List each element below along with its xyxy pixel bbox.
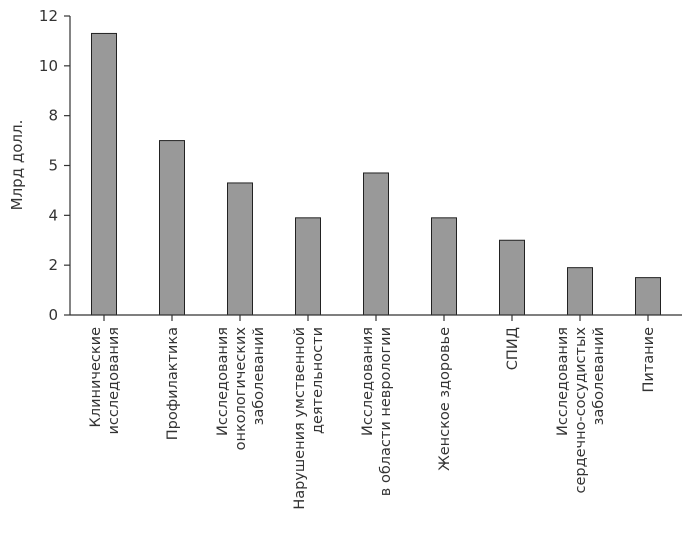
category-label-line: деятельности	[310, 327, 326, 434]
category-label: Нарушения умственной деятельности	[292, 327, 326, 510]
category-label-line: Женское здоровье	[437, 327, 453, 471]
category-label-line: онкологических	[233, 327, 249, 451]
category-label-line: заболеваний	[251, 327, 267, 425]
bar	[227, 182, 253, 316]
category-label-line: заболеваний	[591, 327, 607, 425]
category-label: Исследования сердечно-сосудистых заболеван…	[555, 327, 607, 494]
category-label-line: Нарушения умственной	[292, 327, 308, 510]
y-tick-label: 12	[39, 7, 58, 25]
category-label: Профилактика	[165, 327, 181, 440]
bar	[567, 267, 593, 316]
category-label-line: Питание	[641, 327, 657, 393]
category-label-line: исследования	[106, 327, 122, 435]
category-label: Женское здоровье	[437, 327, 453, 471]
y-axis-label: Млрд долл.	[8, 120, 26, 211]
category-label: Питание	[641, 327, 657, 393]
y-tick-label: 2	[48, 256, 58, 274]
bar	[499, 239, 525, 316]
category-label-line: Исследования	[360, 327, 376, 436]
category-label-line: Исследования	[555, 327, 571, 436]
y-tick-label: 8	[48, 107, 58, 125]
bar	[295, 217, 321, 316]
category-label: Исследования онкологических заболеваний	[215, 327, 267, 451]
category-label-line: в области неврологии	[378, 327, 394, 496]
y-tick-label: 0	[48, 306, 58, 324]
bar	[159, 140, 185, 316]
category-label-line: сердечно-сосудистых	[573, 327, 589, 494]
y-axis-ticks: 0 2 4 5 8 10 12	[39, 7, 70, 324]
bars	[91, 32, 661, 316]
category-labels: Клинические исследования Профилактика Иссле…	[88, 315, 657, 510]
y-tick-label: 10	[39, 57, 58, 75]
category-label-line: Клинические	[88, 327, 104, 428]
category-label: СПИД	[505, 327, 521, 370]
category-label: Исследования в области неврологии	[360, 327, 394, 496]
bar	[635, 277, 661, 316]
y-tick-label: 4	[48, 206, 58, 224]
category-label-line: Профилактика	[165, 327, 181, 440]
bar	[363, 172, 389, 316]
category-label: Клинические исследования	[88, 327, 122, 435]
bar	[431, 217, 457, 316]
category-label-line: СПИД	[505, 327, 521, 370]
bar	[91, 32, 117, 316]
category-label-line: Исследования	[215, 327, 231, 436]
y-tick-label: 5	[48, 157, 58, 175]
